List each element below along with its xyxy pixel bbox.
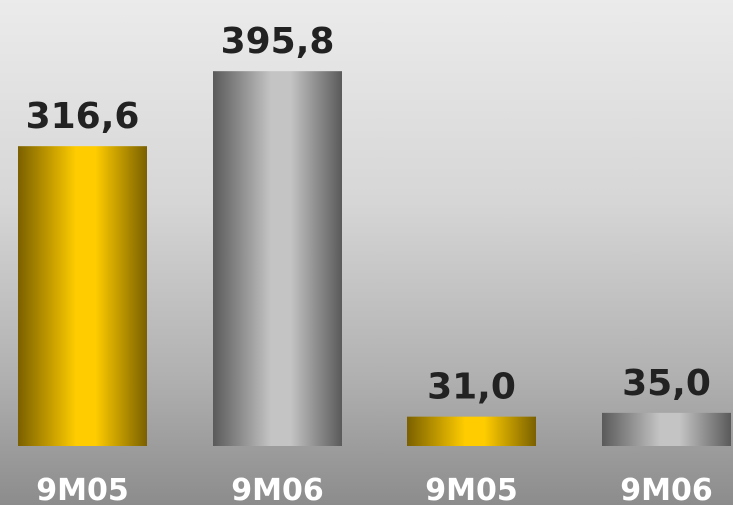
bar-2-value-label: 395,8: [221, 21, 335, 62]
category-labels-group: 9M05 9M06 9M05 9M06: [36, 473, 712, 505]
bar-4-value-label: 35,0: [622, 363, 711, 404]
bar-4-category-label: 9M06: [620, 473, 712, 505]
bar-3-9m05: [407, 416, 536, 446]
bar-3-value-label: 31,0: [427, 367, 516, 408]
bar-2-9m06: [213, 71, 342, 446]
bar-1-value-label: 316,6: [26, 96, 140, 137]
value-labels-group: 316,6 395,8 31,0 35,0: [26, 21, 711, 407]
bar-4-9m06: [602, 412, 731, 446]
bar-1-category-label: 9M05: [36, 473, 128, 505]
bar-2-category-label: 9M06: [231, 473, 323, 505]
bar-1-9m05: [18, 146, 147, 446]
bars-group: [18, 71, 731, 446]
bar-3-category-label: 9M05: [425, 473, 517, 505]
